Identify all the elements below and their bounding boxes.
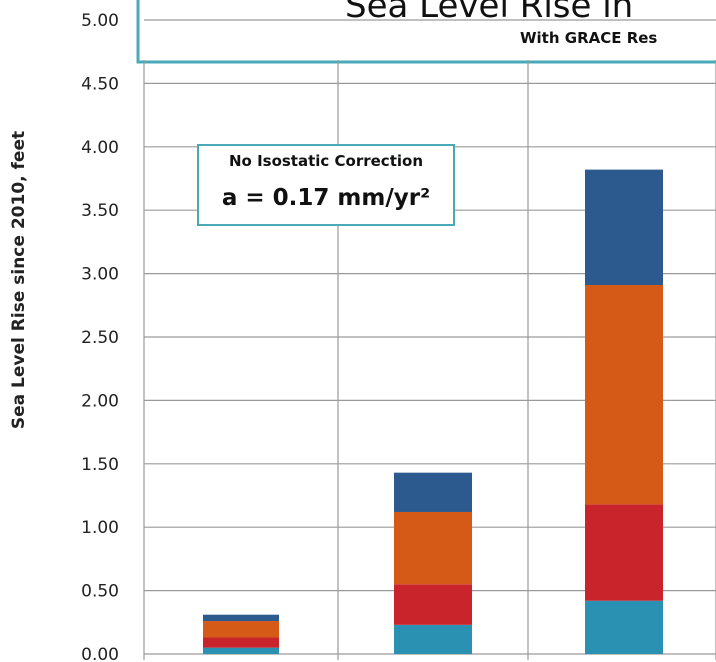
title-box	[136, 0, 716, 64]
bars	[203, 169, 663, 654]
y-tick-label: 3.00	[81, 265, 119, 285]
y-tick-label: 2.50	[81, 328, 119, 348]
y-tick-label: 1.00	[81, 518, 119, 538]
bar-segment	[585, 169, 663, 286]
bar-segment	[203, 614, 279, 622]
y-axis-label: Sea Level Rise since 2010, feet	[9, 131, 29, 429]
bar-segment	[585, 285, 663, 505]
bar-segment	[394, 511, 472, 585]
bar-segment	[394, 624, 472, 654]
y-tick-label: 1.50	[81, 455, 119, 475]
bar-segment	[203, 637, 279, 648]
bar-segment	[203, 621, 279, 638]
bar-segment	[394, 472, 472, 512]
y-tick-label: 0.50	[81, 582, 119, 602]
y-tick-label: 5.00	[81, 11, 119, 31]
bar-segment	[585, 504, 663, 601]
bar-segment	[203, 647, 279, 654]
bar-segment	[585, 600, 663, 654]
y-tick-label: 3.50	[81, 201, 119, 221]
chart-title: Sea Level Rise in	[345, 0, 633, 26]
chart-subtitle: With GRACE Res	[520, 29, 657, 47]
y-tick-label: 2.00	[81, 391, 119, 411]
y-tick-labels: 0.00 0.50 1.00 1.50 2.00 2.50 3.00 3.50 4.00 4.50…	[81, 11, 119, 662]
y-tick-label: 4.00	[81, 138, 119, 158]
y-tick-label: 0.00	[81, 645, 119, 662]
annotation-line2: a = 0.17 mm/yr²	[222, 185, 430, 211]
annotation-line1: No Isostatic Correction	[229, 152, 423, 170]
annotation-box	[197, 144, 455, 226]
y-tick-label: 4.50	[81, 74, 119, 94]
bar-segment	[394, 584, 472, 625]
